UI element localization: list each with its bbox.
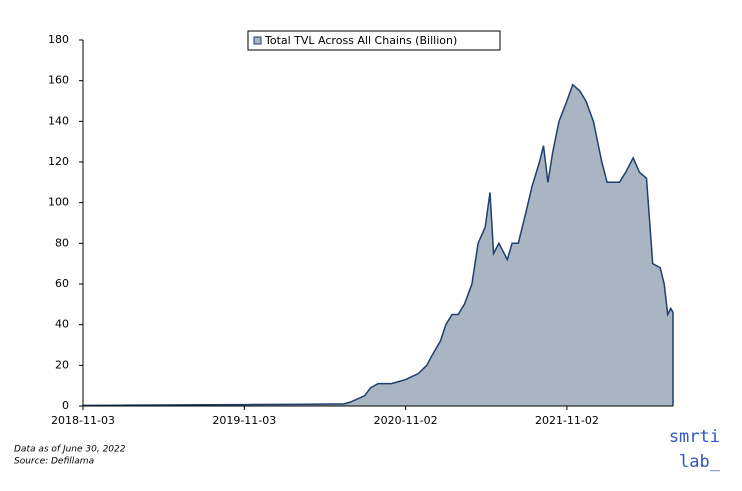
y-tick-label: 120 (48, 155, 69, 168)
legend-box (247, 30, 501, 51)
x-tick-label: 2019-11-03 (212, 414, 276, 427)
y-tick-label: 40 (55, 318, 69, 331)
y-tick-label: 60 (55, 277, 69, 290)
logo: lab_ (679, 452, 721, 472)
legend-label: Total TVL Across All Chains (Billion) (264, 34, 457, 47)
x-tick-label: 2020-11-02 (374, 414, 438, 427)
y-tick-label: 0 (62, 399, 69, 412)
x-tick-label: 2018-11-03 (51, 414, 115, 427)
y-tick-label: 180 (48, 33, 69, 46)
area (83, 84, 673, 406)
y-tick-label: 140 (48, 114, 69, 127)
y-tick-label: 20 (55, 358, 69, 371)
x-tick-label: 2021-11-02 (535, 414, 599, 427)
note: Data as of June 30, 2022 (14, 445, 126, 455)
logo: smrti (669, 427, 720, 447)
legend-swatch (253, 36, 262, 45)
y-tick-label: 80 (55, 236, 69, 249)
y-tick-label: 100 (48, 196, 69, 209)
line (82, 83, 674, 407)
y-tick-label: 160 (48, 74, 69, 87)
note: Source: Defillama (14, 457, 94, 467)
